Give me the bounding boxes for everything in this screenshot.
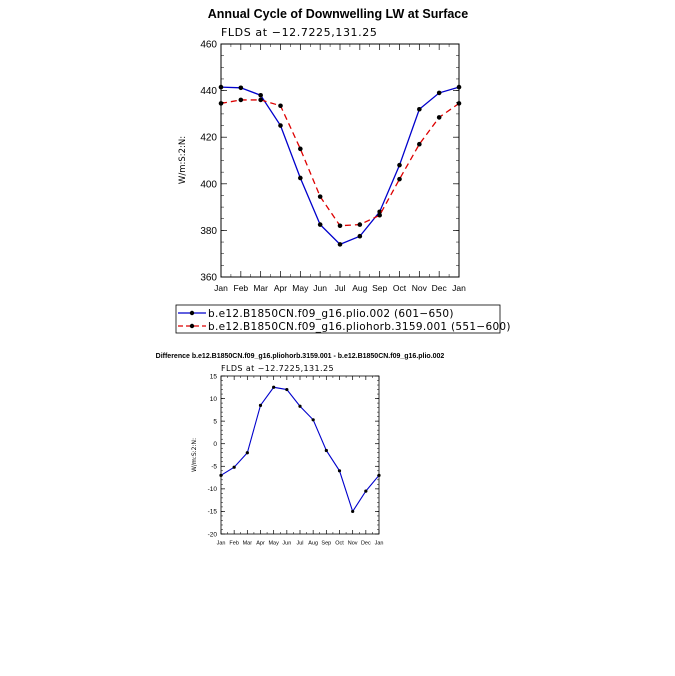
chart1-series-1-point	[417, 141, 422, 147]
chart2-title: Difference b.e12.B1850CN.f09_g16.pliohor…	[156, 353, 445, 360]
chart1-xtick-label: Jan	[452, 283, 466, 293]
chart1-ytick-label: 420	[200, 133, 217, 144]
chart2-xtick-label: Jan	[375, 541, 384, 547]
legend-marker-plio	[189, 310, 195, 316]
chart1-series-1-point	[397, 176, 402, 182]
chart1-series-0-point	[397, 162, 402, 168]
chart1-ytick-label: 440	[200, 86, 217, 97]
chart1-ytick-label: 460	[200, 40, 217, 51]
chart1-series-1-point	[357, 222, 363, 227]
chart2-series-0-point	[285, 387, 289, 392]
chart1-series-0-point	[377, 209, 382, 215]
chart1-xtick-label: Feb	[234, 283, 249, 293]
chart1-series-0-point	[436, 90, 442, 96]
chart1-xtick-label: Mar	[253, 283, 268, 293]
chart1-series-1-point	[436, 115, 442, 120]
chart1-xtick-label: May	[292, 283, 309, 293]
chart2-series-0-point	[219, 473, 223, 477]
chart2-xtick-label: Oct	[335, 541, 344, 547]
chart1-xtick-label: Apr	[274, 283, 287, 293]
chart1-xtick-label: Dec	[432, 283, 448, 293]
chart1-title: Annual Cycle of Downwelling LW at Surfac…	[208, 7, 468, 21]
chart1-series-0-point	[218, 84, 224, 90]
chart2-series-0-point	[311, 418, 315, 422]
chart1-xtick-label: Jul	[335, 283, 346, 293]
chart2-xtick-label: Nov	[348, 541, 358, 547]
chart1-ytick-label: 380	[200, 226, 217, 237]
chart1-xtick-label: Oct	[393, 283, 407, 293]
chart2-xtick-label: Aug	[308, 541, 318, 547]
chart1-xtick-label: Sep	[372, 283, 387, 293]
chart1-subtitle: FLDS at −12.7225,131.25	[221, 26, 377, 39]
chart1-series-0-point	[258, 92, 263, 98]
chart2-series-0-point	[377, 473, 381, 477]
chart2-series-0-point	[364, 489, 368, 493]
chart1-series-1-point	[278, 103, 283, 109]
chart2-subtitle: FLDS at −12.7225,131.25	[221, 364, 334, 373]
chart2-ytick-label: -5	[211, 464, 217, 471]
chart1-series-0-point	[298, 175, 303, 181]
chart2-series-0-point	[258, 403, 263, 407]
chart2-ytick-label: 5	[213, 418, 217, 425]
chart2-ytick-label: 0	[213, 441, 217, 448]
chart1-legend: b.e12.B1850CN.f09_g16.plio.002 (601−650)…	[175, 304, 511, 334]
chart1-series-line-0	[220, 86, 460, 246]
chart2-series-0-point	[351, 509, 355, 514]
chart1-series-1-point	[258, 97, 263, 103]
chart1-ylabel: W/m:S:2:N:	[178, 136, 188, 184]
chart1-series-1-point	[377, 212, 382, 218]
chart2-xtick-label: Jul	[296, 541, 303, 547]
chart2-ytick-label: 10	[210, 396, 218, 403]
chart1-xtick-label: Nov	[412, 283, 428, 293]
chart1-series-1-point	[218, 101, 224, 106]
chart1-ytick-label: 400	[200, 179, 217, 190]
chart2-ytick-label: -15	[208, 509, 218, 516]
chart1-xtick-label: Jun	[313, 283, 327, 293]
chart2-series-0-point	[337, 469, 342, 473]
chart1-series-0-point	[337, 242, 343, 247]
chart2-series-0-point	[272, 385, 276, 389]
chart2-ylabel: W/m:S:2:N:	[191, 438, 198, 472]
chart1-series-0-point	[456, 84, 462, 90]
chart1-xtick-label: Aug	[352, 283, 367, 293]
chart2-series-0-point	[298, 404, 302, 408]
chart1-series-line-1	[220, 99, 460, 227]
chart1-ytick-label: 360	[200, 273, 217, 284]
chart2-xtick-label: Apr	[256, 541, 265, 547]
chart2-xtick-label: Dec	[361, 541, 371, 547]
chart2-xtick-label: Jun	[282, 541, 291, 547]
chart2-series-0-point	[232, 465, 236, 469]
chart1-series-1-point	[456, 101, 462, 106]
chart2-xtick-label: Jan	[217, 541, 226, 547]
chart2-ytick-label: -20	[208, 531, 218, 538]
chart2-ytick-label: -10	[208, 486, 218, 493]
chart1-series-0-point	[357, 233, 363, 239]
legend-label-pliohorb: b.e12.B1850CN.f09_g16.pliohorb.3159.001 …	[208, 321, 511, 333]
chart1-plot-area: 360 380 400 420 440 460 Jan Feb Mar Apr May Jun Jul A…	[200, 40, 466, 294]
chart1-series-1-point	[298, 146, 303, 152]
chart1-series-0-point	[278, 123, 283, 128]
legend-label-plio: b.e12.B1850CN.f09_g16.plio.002 (601−650)	[208, 308, 454, 320]
legend-box	[175, 304, 501, 334]
chart1-series-1-point	[337, 223, 343, 229]
chart1-series-1-point	[317, 194, 323, 199]
chart1-frame	[220, 43, 460, 278]
chart2-series-0-point	[324, 448, 328, 453]
chart1-series-1-point	[238, 97, 244, 103]
chart2-ytick-label: 15	[210, 373, 218, 380]
chart2-xtick-label: Feb	[229, 541, 238, 547]
chart1-xtick-label: Jan	[214, 283, 228, 293]
chart2-xtick-label: Mar	[243, 541, 253, 547]
chart2-xtick-label: Sep	[321, 541, 331, 547]
chart1-series-0-point	[317, 222, 323, 227]
chart2-series-0-point	[245, 451, 249, 455]
chart1-series-0-point	[238, 85, 244, 91]
legend-marker-pliohorb	[189, 323, 195, 329]
chart1-series-0-point	[417, 106, 422, 112]
chart2-xtick-label: May	[268, 541, 279, 547]
